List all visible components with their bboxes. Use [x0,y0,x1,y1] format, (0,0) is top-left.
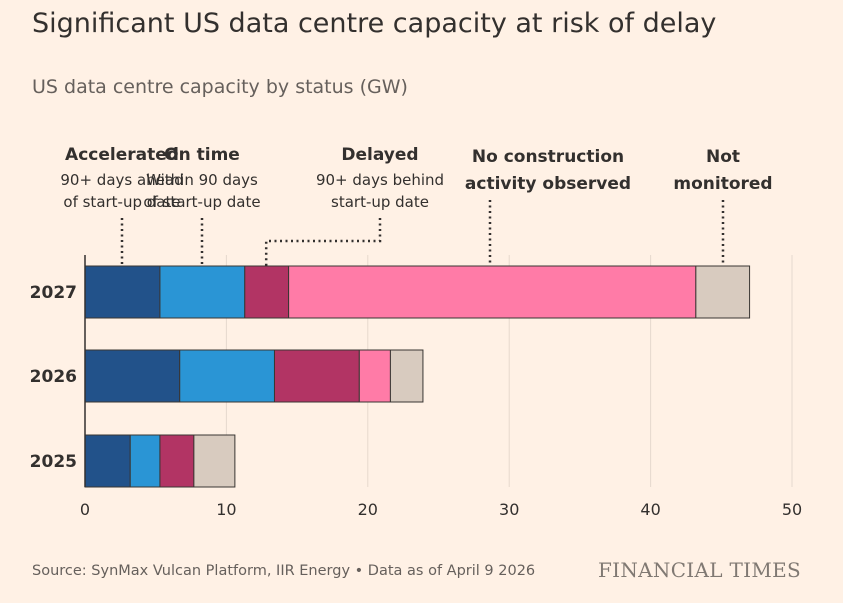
annotation-title: Delayed [341,145,418,165]
annotation-description: 90+ days ahead [60,171,183,189]
bar-segment-delayed [273,349,360,403]
brand-logo: FINANCIAL TIMES [597,558,801,582]
annotation-description: Within 90 days [146,171,258,189]
x-tick-label: 0 [80,500,90,519]
x-tick-label: 20 [358,500,378,519]
annotation-title: No construction [472,147,624,167]
bar-segment-no_construction [358,349,391,403]
category-label: 2025 [30,452,77,472]
bar-segment-on_time [129,434,161,488]
category-label: 2026 [30,367,77,387]
annotation-title: On time [164,145,240,165]
annotation-title: monitored [673,174,772,194]
annotation-description: 90+ days behind [316,171,444,189]
bar-segment-on_time [179,349,275,403]
chart-subtitle: US data centre capacity by status (GW) [32,76,408,98]
annotation-title: activity observed [465,174,631,194]
bar-segment-delayed [159,434,195,488]
x-tick-label: 40 [640,500,660,519]
bar-segment-accelerated [84,434,131,488]
x-tick-label: 10 [216,500,236,519]
bar-segment-not_monitored [193,434,236,488]
annotation-description: of start-up date [63,193,180,211]
bar-segment-not_monitored [695,265,751,319]
annotation-description: of start-up date [143,193,260,211]
bar-segment-no_construction [288,265,697,319]
bar-segment-on_time [159,265,246,319]
bar-segment-accelerated [84,265,161,319]
annotation-title: Accelerated [65,145,179,165]
bar-segment-accelerated [84,349,181,403]
x-tick-label: 50 [782,500,802,519]
annotation-description: start-up date [331,193,429,211]
bar-segment-not_monitored [389,349,424,403]
x-tick-label: 30 [499,500,519,519]
leader-line [264,218,382,266]
source-note: Source: SynMax Vulcan Platform, IIR Ener… [32,563,536,579]
category-label: 2027 [30,283,77,303]
bar-segment-delayed [244,265,290,319]
chart-title: Significant US data centre capacity at r… [32,8,717,39]
annotation-title: Not [706,147,740,167]
